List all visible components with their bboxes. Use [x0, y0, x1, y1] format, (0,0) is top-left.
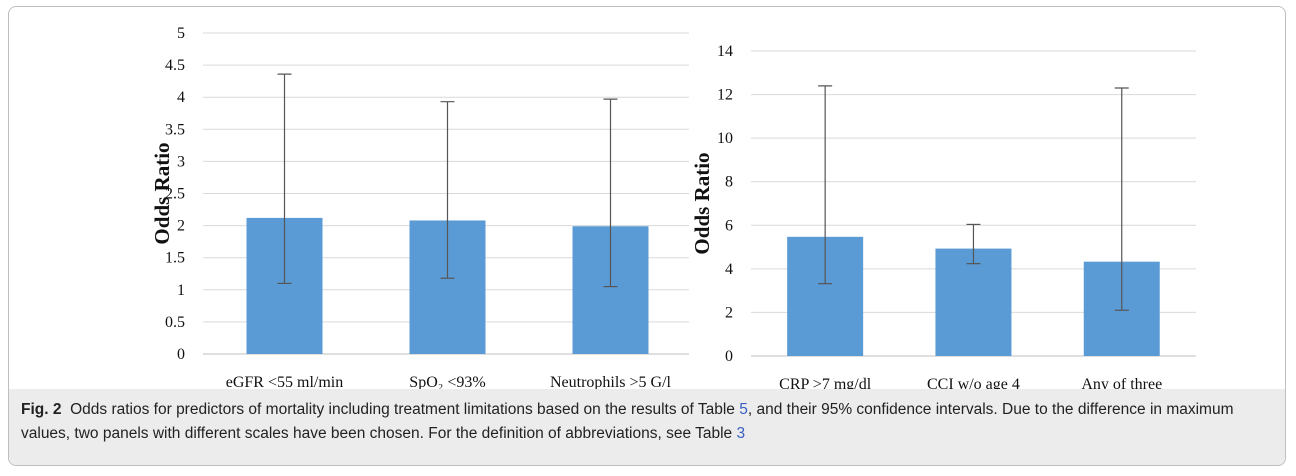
y-tick-label: 2 [177, 218, 185, 235]
y-tick-label: 2 [725, 304, 733, 321]
chart-area: 0 0.5 1 1.5 2 2.5 3 3.5 4 4.5 5 Odds Ratio eGFR <55 … [150, 25, 1196, 389]
chart-panel-1: 0 0.5 1 1.5 2 2.5 3 3.5 4 4.5 5 Odds Ratio eGFR <55 … [150, 25, 689, 389]
table-link-3[interactable]: 3 [736, 425, 746, 442]
y-tick-label: 10 [717, 130, 733, 147]
y-tick-label: 0 [177, 346, 185, 363]
y-tick-label: 1.5 [165, 250, 185, 267]
y-tick-label: 2.5 [165, 186, 185, 203]
y-tick-label: 4.5 [165, 57, 185, 74]
y-tick-label: 5 [177, 25, 185, 42]
caption-label: Fig. 2 [21, 401, 62, 418]
y-tick-label: 4 [177, 89, 185, 106]
figure-caption: Fig. 2 Odds ratios for predictors of mor… [9, 389, 1285, 465]
y-tick-label: 8 [725, 174, 733, 191]
table-link-5[interactable]: 5 [739, 401, 748, 418]
chart-panel-2: 0 2 4 6 8 10 12 14 Odds Ratio CRP >7 mg/dl CCI w/o… [690, 43, 1196, 389]
x-tick-label: Any of three [1081, 376, 1162, 389]
x-tick-label: Neutrophils >5 G/l [550, 374, 672, 389]
y-tick-label: 12 [717, 87, 733, 104]
y-tick-label: 6 [725, 217, 733, 234]
bar [935, 248, 1012, 356]
y-tick-label: 3 [177, 153, 185, 170]
figure: 0 0.5 1 1.5 2 2.5 3 3.5 4 4.5 5 Odds Ratio eGFR <55 … [8, 6, 1286, 466]
caption-text-1: Odds ratios for predictors of mortality … [70, 401, 740, 418]
y-tick-label: 0.5 [165, 314, 185, 331]
x-tick-label: CCI w/o age 4 [927, 376, 1020, 389]
y-tick-label: 3.5 [165, 121, 185, 138]
x-tick-label: SpO₂ <93% [409, 374, 485, 389]
caption-text-2: , and their 95% confidence intervals. Du… [21, 401, 1234, 442]
x-tick-label: eGFR <55 ml/min [226, 374, 343, 389]
x-tick-label: CRP >7 mg/dl [779, 376, 872, 389]
y-tick-label: 1 [177, 282, 185, 299]
y-tick-label: 14 [717, 43, 733, 60]
y-tick-label: 4 [725, 261, 733, 278]
y-axis-label: Odds Ratio [150, 142, 174, 244]
y-tick-label: 0 [725, 348, 733, 365]
y-axis-label: Odds Ratio [690, 152, 714, 254]
